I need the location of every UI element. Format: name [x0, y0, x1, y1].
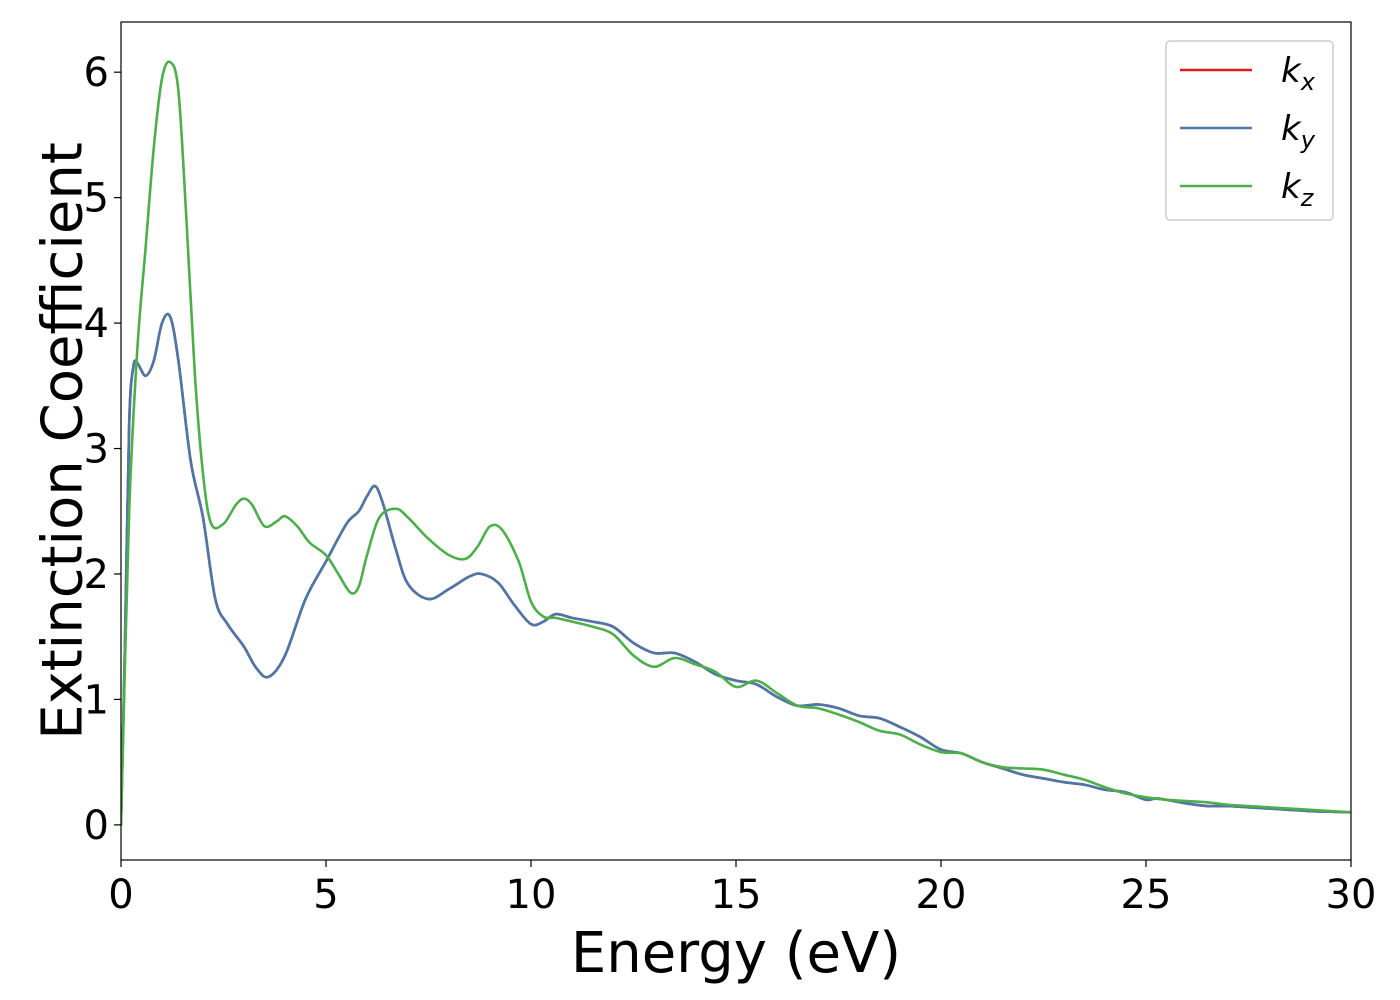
x-tick-label: 20 — [916, 872, 967, 918]
y-tick-label: 1 — [84, 677, 109, 723]
x-tick-label: 0 — [108, 872, 133, 918]
x-tick-label: 5 — [313, 872, 338, 918]
y-tick-label: 2 — [84, 552, 109, 598]
legend-box — [1165, 40, 1334, 221]
legend: kx ky kz — [1165, 40, 1334, 221]
x-axis-title: Energy (eV) — [571, 921, 901, 986]
y-tick-label: 5 — [84, 176, 109, 222]
x-tick-label: 30 — [1326, 872, 1377, 918]
series-line-z — [121, 60, 1351, 827]
y-tick-label: 6 — [84, 50, 109, 96]
series-line-x — [121, 312, 1351, 827]
y-axis-title: Extinction Coefficient — [31, 142, 96, 740]
y-tick-label: 4 — [84, 301, 109, 347]
y-tick-label: 3 — [84, 427, 109, 473]
x-tick-label: 15 — [711, 872, 762, 918]
legend-label-x: kx — [1281, 51, 1316, 96]
legend-label-y: ky — [1281, 109, 1316, 154]
x-tick-label: 10 — [506, 872, 557, 918]
x-tick-label: 25 — [1121, 872, 1172, 918]
legend-label-z: kz — [1281, 167, 1315, 212]
y-tick-label: 0 — [84, 803, 109, 849]
series-line-y — [121, 312, 1351, 827]
